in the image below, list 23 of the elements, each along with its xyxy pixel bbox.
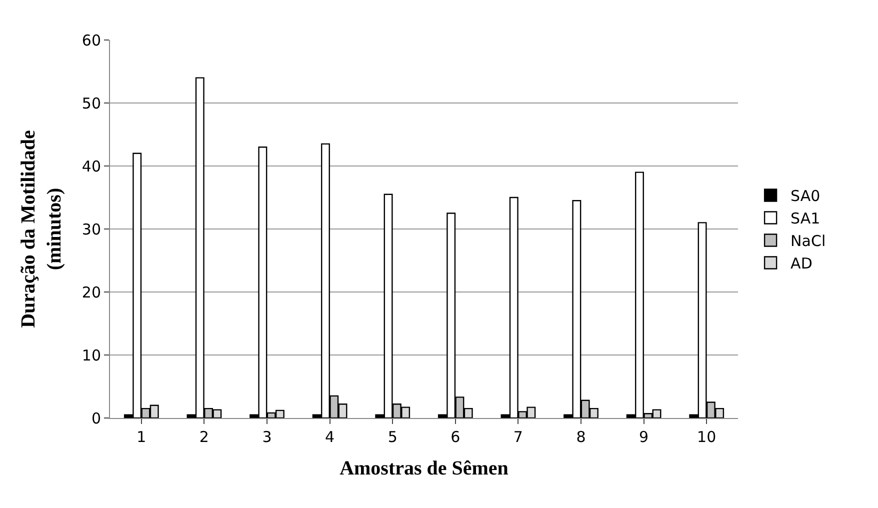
legend-label: AD [790,254,812,273]
y-axis-title: Duração da Motilidade (minutos) [17,130,66,328]
y-tick-label: 10 [82,346,101,364]
x-tick-label: 10 [697,428,716,446]
x-tick-label: 6 [450,428,460,446]
legend-label: SA1 [790,210,820,228]
y-tick-label: 20 [82,283,101,302]
legend-label: NaCl [790,232,826,250]
legend-label: SA0 [790,187,820,206]
x-axis-title: Amostras de Sêmen [340,458,508,480]
y-tick-label: 30 [82,220,101,238]
x-tick-label: 4 [325,428,335,446]
x-tick-label: 9 [639,428,649,446]
x-tick-label: 2 [199,428,209,446]
x-tick-label: 3 [262,428,272,446]
y-tick-label: 60 [82,31,101,50]
x-tick-label: 8 [576,428,586,446]
x-tick-label: 5 [388,428,398,446]
x-tick-label: 1 [136,428,146,446]
y-tick-label: 0 [91,409,101,428]
y-tick-label: 50 [82,94,101,112]
x-tick-label: 7 [513,428,523,446]
y-tick-label: 40 [82,157,101,176]
